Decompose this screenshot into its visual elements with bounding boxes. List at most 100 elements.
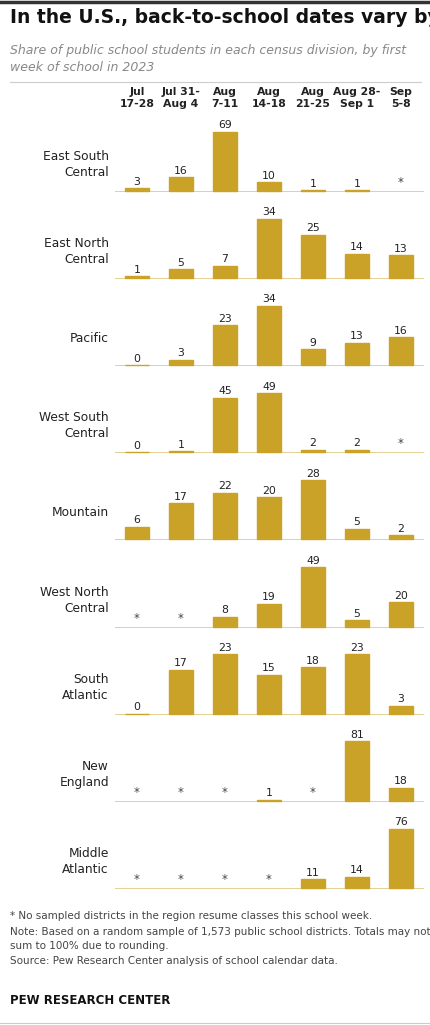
Text: 69: 69 (218, 120, 231, 130)
Bar (212, 493, 236, 539)
Text: 49: 49 (305, 556, 319, 566)
Bar (212, 265, 236, 278)
Text: 10: 10 (261, 171, 275, 180)
Text: 14: 14 (349, 865, 363, 875)
Text: 0: 0 (133, 354, 140, 364)
Text: Share of public school students in each census division, by first
week of school: Share of public school students in each … (10, 44, 405, 74)
Text: 0: 0 (133, 441, 140, 451)
Text: 5: 5 (177, 258, 184, 268)
Text: 3: 3 (396, 694, 403, 704)
Text: * No sampled districts in the region resume classes this school week.: * No sampled districts in the region res… (10, 911, 372, 921)
Text: Aug
14-18: Aug 14-18 (251, 87, 286, 110)
Bar (256, 675, 280, 713)
Text: 8: 8 (221, 606, 228, 615)
Text: *: * (178, 786, 184, 798)
Text: 1: 1 (133, 264, 140, 275)
Text: 28: 28 (305, 468, 319, 479)
Bar (300, 879, 324, 888)
Bar (256, 182, 280, 191)
Bar (344, 741, 368, 801)
Bar (169, 360, 193, 365)
Bar (300, 567, 324, 626)
Bar (169, 177, 193, 191)
Bar (300, 450, 324, 452)
Text: *: * (134, 873, 140, 886)
Bar (388, 706, 412, 713)
Text: 25: 25 (305, 223, 319, 233)
Text: 23: 23 (349, 643, 363, 653)
Text: 18: 18 (393, 776, 407, 786)
Text: Aug
7-11: Aug 7-11 (211, 87, 238, 110)
Bar (388, 255, 412, 278)
Text: 18: 18 (305, 656, 319, 666)
Bar (344, 529, 368, 539)
Text: 0: 0 (133, 702, 140, 712)
Bar (169, 503, 193, 539)
Text: Mountain: Mountain (52, 506, 109, 520)
Text: 1: 1 (309, 178, 316, 189)
Text: 19: 19 (261, 592, 275, 602)
Text: 13: 13 (393, 244, 407, 254)
Text: 34: 34 (261, 294, 275, 304)
Text: South
Atlantic: South Atlantic (62, 672, 109, 702)
Text: Source: Pew Research Center analysis of school calendar data.: Source: Pew Research Center analysis of … (10, 956, 337, 966)
Bar (256, 218, 280, 278)
Text: 1: 1 (177, 440, 184, 450)
Text: 16: 16 (174, 166, 187, 175)
Bar (388, 603, 412, 626)
Text: 3: 3 (133, 177, 140, 187)
Text: *: * (397, 438, 403, 450)
Bar (344, 654, 368, 713)
Bar (169, 451, 193, 452)
Text: 9: 9 (309, 338, 316, 348)
Bar (300, 235, 324, 278)
Text: PEW RESEARCH CENTER: PEW RESEARCH CENTER (10, 994, 170, 1007)
Text: 3: 3 (177, 348, 184, 359)
Text: Aug
21-25: Aug 21-25 (295, 87, 330, 110)
Text: West South
Central: West South Central (39, 411, 109, 441)
Text: 16: 16 (393, 326, 407, 336)
Text: *: * (265, 873, 271, 886)
Text: 81: 81 (349, 730, 363, 740)
Text: 20: 20 (261, 486, 275, 495)
Text: 2: 2 (396, 524, 403, 534)
Text: New
England: New England (59, 760, 109, 789)
Text: 22: 22 (218, 482, 231, 491)
Bar (256, 305, 280, 365)
Text: *: * (134, 612, 140, 624)
Text: 49: 49 (261, 381, 275, 392)
Text: Note: Based on a random sample of 1,573 public school districts. Totals may not
: Note: Based on a random sample of 1,573 … (10, 927, 430, 950)
Text: West North
Central: West North Central (40, 585, 109, 615)
Bar (388, 787, 412, 801)
Bar (125, 189, 149, 191)
Bar (212, 131, 236, 191)
Bar (169, 669, 193, 713)
Text: 20: 20 (393, 590, 407, 601)
Text: 5: 5 (353, 609, 359, 619)
Bar (344, 253, 368, 278)
Text: 1: 1 (353, 178, 359, 189)
Bar (212, 398, 236, 452)
Text: 17: 17 (174, 658, 187, 668)
Text: 23: 23 (218, 314, 231, 324)
Bar (169, 270, 193, 278)
Text: 14: 14 (349, 242, 363, 252)
Text: 7: 7 (221, 254, 228, 264)
Text: In the U.S., back-to-school dates vary by region: In the U.S., back-to-school dates vary b… (10, 8, 430, 27)
Text: 15: 15 (261, 663, 275, 673)
Text: 23: 23 (218, 643, 231, 653)
Text: *: * (309, 786, 315, 798)
Bar (212, 325, 236, 365)
Bar (344, 620, 368, 626)
Text: 5: 5 (353, 518, 359, 527)
Text: 45: 45 (218, 386, 231, 397)
Text: 6: 6 (133, 516, 140, 525)
Bar (212, 654, 236, 713)
Bar (388, 828, 412, 888)
Text: 17: 17 (174, 492, 187, 502)
Bar (125, 277, 149, 278)
Text: 34: 34 (261, 207, 275, 217)
Text: 1: 1 (265, 788, 272, 798)
Text: *: * (397, 176, 403, 189)
Bar (300, 667, 324, 713)
